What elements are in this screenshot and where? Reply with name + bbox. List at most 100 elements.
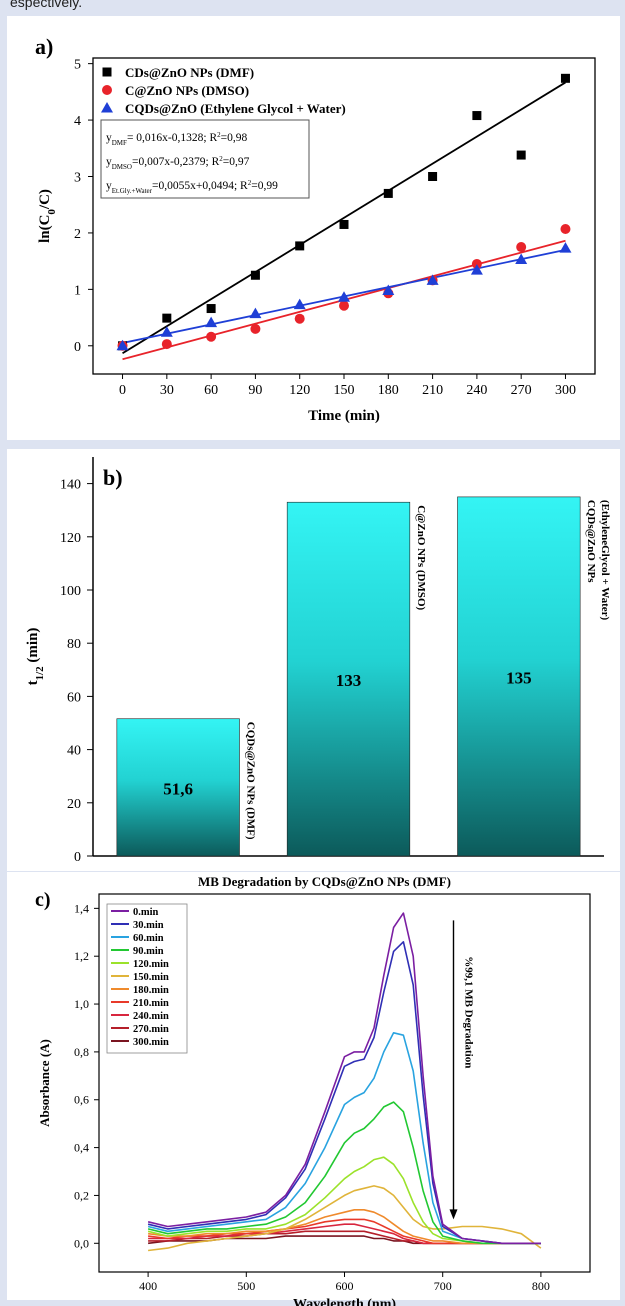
data-point-square — [383, 188, 393, 198]
data-point-square — [295, 241, 305, 251]
data-point-circle — [250, 323, 261, 334]
y-tick-label: 60 — [67, 690, 81, 705]
data-point-square — [162, 313, 172, 323]
data-point-square — [428, 172, 438, 181]
x-tick-label: 600 — [336, 1279, 354, 1293]
legend-label: 90.min — [133, 946, 164, 957]
fit-equation: yDMSO=0,007x-0,2379; R2=0,97 — [106, 155, 250, 171]
y-tick-label: 0 — [74, 340, 81, 355]
data-point-square — [516, 150, 526, 160]
spectrum-line — [147, 1101, 541, 1245]
panel-label: b) — [103, 465, 123, 490]
data-point-triangle — [338, 291, 350, 302]
data-point-square — [206, 304, 216, 314]
data-point-circle — [516, 242, 527, 253]
data-point-circle — [471, 258, 482, 269]
panel-label: c) — [35, 889, 51, 911]
data-point-triangle — [470, 264, 483, 275]
panel-a-kinetics-chart: 0 30 60 90 120 150 180 210 240 270 300 0 1 2 3 4 5 Time (… — [7, 16, 620, 440]
x-axis-label: Time (min) — [308, 408, 380, 424]
panel-b-half-life-chart: 0 20 40 60 80 100 120 140 t1/2 (min) b) 51,6 CQDs@Z… — [7, 449, 620, 871]
legend-label: C@ZnO NPs (DMSO) — [125, 83, 249, 98]
y-tick-label: 140 — [60, 478, 81, 493]
spectrum-line — [147, 941, 541, 1245]
bar-value-label: 51,6 — [163, 779, 193, 798]
bar — [116, 718, 240, 857]
y-tick-label: 5 — [74, 58, 81, 73]
half-life-bar-svg: 0 20 40 60 80 100 120 140 t1/2 (min) b) 51,6 CQDs@Z… — [25, 457, 611, 865]
x-tick-label: 800 — [532, 1279, 550, 1293]
y-axis-label: Absorbance (A) — [37, 1039, 52, 1127]
legend-label: 210.min — [133, 998, 169, 1009]
cut-off-caption-text: espectively. — [10, 0, 83, 10]
legend-label: 60.min — [133, 933, 164, 944]
x-tick-label: 60 — [204, 383, 218, 398]
x-tick-label: 180 — [378, 383, 399, 398]
x-tick-label: 150 — [334, 383, 355, 398]
y-tick-label: 80 — [67, 637, 81, 652]
spectrum-line — [147, 1156, 541, 1245]
y-tick-label: 120 — [60, 531, 81, 546]
y-tick-label: 0,6 — [74, 1093, 89, 1107]
data-point-triangle — [249, 307, 262, 319]
y-axis-label: ln(C0/C) — [37, 189, 58, 243]
data-point-circle — [560, 223, 571, 234]
y-tick-label: 3 — [74, 171, 81, 186]
x-tick-label: 90 — [248, 383, 262, 398]
data-point-square — [560, 73, 570, 83]
bar-category-label: C@ZnO NPs (DMSO) — [415, 505, 427, 610]
kinetics-scatter-svg: 0 30 60 90 120 150 180 210 240 270 300 0 1 2 3 4 5 Time (… — [35, 34, 596, 424]
data-point-triangle — [160, 326, 173, 337]
legend-label: CDs@ZnO NPs (DMF) — [125, 65, 254, 80]
y-tick-label: 100 — [60, 584, 81, 599]
x-tick-label: 30 — [160, 383, 174, 398]
y-axis-label: t1/2 (min) — [25, 628, 46, 686]
y-tick-label: 1 — [74, 283, 81, 298]
x-tick-label: 120 — [289, 383, 310, 398]
data-point-circle — [339, 300, 349, 311]
data-point-circle — [294, 313, 305, 324]
bar-category-label: CQDs@ZnO NPs — [585, 500, 597, 583]
data-point-triangle — [559, 242, 572, 253]
legend-label: 0.min — [133, 907, 159, 918]
data-point-triangle — [515, 253, 528, 264]
y-tick-label: 1,2 — [74, 949, 89, 963]
degradation-annotation: %99,1 MB Degradation — [463, 956, 475, 1068]
data-point-triangle — [382, 284, 395, 295]
degradation-arrow-head — [449, 1209, 458, 1220]
panel-c-absorbance-chart: 400 500 600 700 800 0,0 0,2 0,4 0,6 0,8 1,0 1,2 1,4 M… — [7, 872, 620, 1306]
legend-marker-triangle — [101, 102, 113, 113]
x-tick-label: 240 — [466, 383, 487, 398]
bar-category-label: (EthyleneGlycol + Water) — [599, 500, 611, 621]
data-point-triangle — [293, 298, 306, 310]
x-tick-label: 210 — [422, 383, 443, 398]
x-tick-label: 0 — [119, 383, 126, 398]
y-tick-label: 0,8 — [74, 1045, 89, 1059]
legend-label: 150.min — [133, 972, 169, 983]
y-tick-label: 0,4 — [74, 1141, 89, 1155]
y-tick-label: 0 — [74, 850, 81, 865]
data-point-triangle — [116, 339, 129, 351]
bar-value-label: 133 — [336, 671, 362, 690]
legend-marker-circle — [102, 85, 112, 95]
y-tick-label: 40 — [67, 744, 81, 759]
spectrum-line — [148, 1208, 541, 1245]
data-point-circle — [206, 331, 217, 342]
data-point-triangle — [426, 274, 439, 285]
legend-label: 30.min — [133, 920, 164, 931]
legend-label: 180.min — [133, 985, 169, 996]
legend-marker-square — [102, 67, 112, 77]
bar-value-label: 135 — [506, 668, 532, 687]
x-tick-label: 300 — [555, 383, 576, 398]
spectrum-line — [148, 1185, 542, 1252]
bar — [286, 501, 411, 857]
legend-label: 120.min — [133, 959, 169, 970]
y-tick-label: 1,4 — [74, 901, 89, 915]
spectrum-line — [147, 912, 541, 1245]
x-axis-label: Wavelength (nm) — [293, 1297, 396, 1306]
y-tick-label: 20 — [67, 797, 81, 812]
bar — [457, 496, 581, 857]
fit-line — [122, 81, 566, 355]
data-point-triangle — [205, 316, 218, 328]
legend-label: 270.min — [133, 1024, 169, 1035]
